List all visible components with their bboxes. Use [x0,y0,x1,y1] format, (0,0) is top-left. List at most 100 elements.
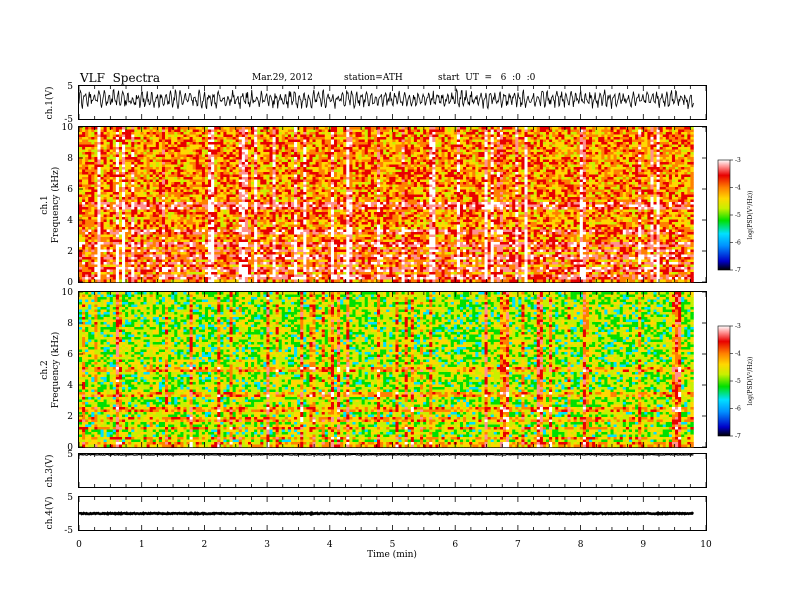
spectrogram-cell [542,144,547,148]
spectrogram-cell [589,174,593,178]
spectrogram-cell [370,152,375,155]
spectrogram-cell [475,159,479,163]
spectrogram-cell [152,169,157,173]
spectrogram-cell [463,184,467,188]
spectrogram-cell [281,159,286,163]
spectrogram-cell [668,144,673,148]
spectrogram-cell [223,162,227,165]
spectrogram-cell [619,144,624,148]
spectrogram-cell [263,142,267,145]
spectrogram-cell [509,132,513,135]
spectrogram-cell [545,174,550,178]
spectrogram-cell [582,164,587,168]
spectrogram-cell [131,187,135,190]
spectrogram-cell [463,169,467,173]
spectrogram-cell [506,129,510,133]
spectrogram-cell [244,162,249,165]
spectrogram-cell [481,187,485,190]
spectrogram-cell [195,159,200,163]
spectrogram-cell [137,137,141,140]
spectrogram-cell [395,152,399,155]
spectrogram-cell [466,157,470,160]
spectrogram-cell [122,174,126,178]
spectrogram-cell [499,132,504,135]
spectrogram-cell [463,144,467,148]
spectrogram-cell [570,139,574,143]
spectrogram-cell [438,179,442,183]
spectrogram-cell [592,127,596,130]
spectrogram-cell [466,152,470,155]
spectrogram-cell [208,154,212,158]
spectrogram-cell [143,167,147,170]
spectrogram-cell [463,179,467,183]
spectrogram-cell [404,177,409,180]
spectrogram-cell [309,167,313,170]
spectrogram-cell [632,132,636,135]
spectrogram-cell [420,142,424,145]
spectrogram-cell [171,159,175,163]
spectrogram-cell [429,169,433,173]
spectrogram-cell [100,137,104,140]
spectrogram-cell [398,159,402,163]
spectrogram-cell [469,162,473,165]
spectrogram-cell [650,172,654,175]
spectrogram-cell [260,182,264,185]
spectrogram-cell [318,129,323,133]
spectrogram-cell [481,182,485,185]
spectrogram-cell [561,184,565,188]
spectrogram-cell [401,184,405,188]
spectrogram-cell [263,149,267,153]
spectrogram-cell [355,187,359,190]
spectrogram-cell [616,149,621,153]
spectrogram-cell [251,187,255,190]
spectrogram-cell [447,169,452,173]
spectrogram-cell [567,147,571,150]
spectrogram-cell [238,147,243,150]
spectrogram-cell [263,164,267,168]
spectrogram-cell [613,127,617,130]
spectrogram-cell [564,177,568,180]
spectrogram-cell [146,127,150,130]
spectrogram-cell [306,149,310,153]
spectrogram-cell [671,167,676,170]
spectrogram-cell [380,167,384,170]
spectrogram-cell [367,159,372,163]
spectrogram-cell [641,147,645,150]
spectrogram-cell [579,169,584,173]
spectrogram-cell [220,157,224,160]
spectrogram-cell [208,182,212,185]
spectrogram-cell [309,182,313,185]
spectrogram-cell [401,137,405,140]
spectrogram-cell [499,187,504,190]
spectrogram-cell [413,142,418,145]
spectrogram-cell [668,174,673,178]
spectrogram-cell [158,127,163,130]
spectrogram-cell [297,162,301,165]
spectrogram-cell [490,164,495,168]
spectrogram-cell [244,174,249,178]
spectrogram-cell [340,127,344,130]
spectrogram-cell [438,172,442,175]
spectrogram-cell [690,139,694,143]
spectrogram-cell [134,144,138,148]
spectrogram-cell [401,139,405,143]
spectrogram-cell [251,182,255,185]
spectrogram-cell [125,137,129,140]
spectrogram-cell [287,182,292,185]
spectrogram-cell [570,182,574,185]
spectrogram-cell [423,134,427,138]
spectrogram-cell [183,162,187,165]
spectrogram-cell [496,147,501,150]
spectrogram-cell [426,174,430,178]
spectrogram-cell [401,149,405,153]
spectrogram-cell [125,139,129,143]
spectrogram-cell [275,177,279,180]
spectrogram-cell [499,139,504,143]
spectrogram-cell [549,187,553,190]
spectrogram-cell [447,172,452,175]
spectrogram-cell [318,127,323,130]
spectrogram-cell [318,142,323,145]
spectrogram-cell [564,167,568,170]
spectrogram-cell [334,142,338,145]
spectrogram-cell [321,179,326,183]
